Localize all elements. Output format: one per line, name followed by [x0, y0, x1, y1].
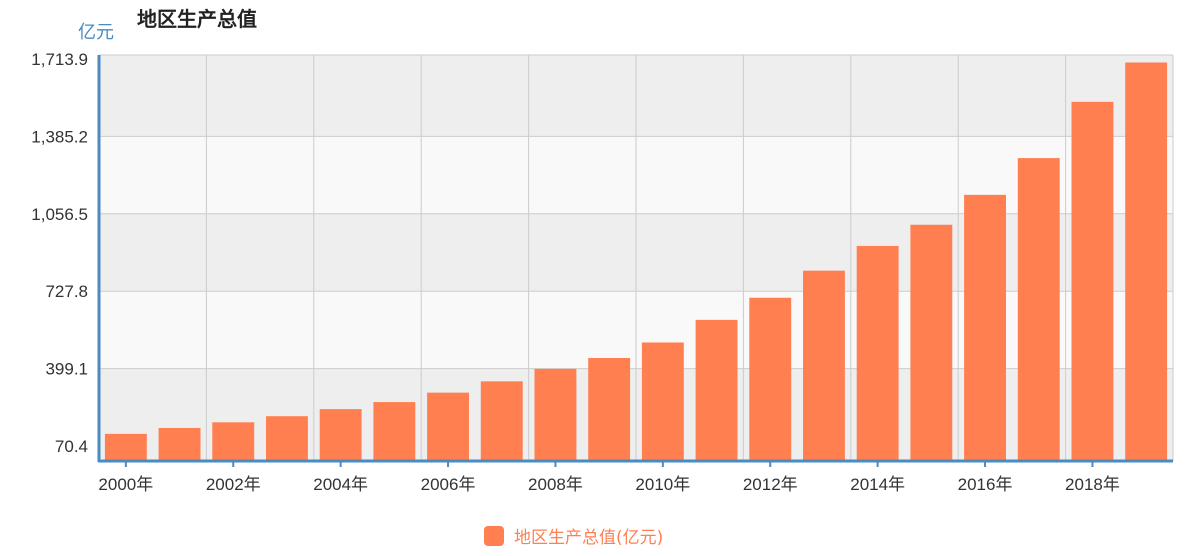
bar-2010[interactable] — [641, 342, 684, 461]
bar-2012[interactable] — [749, 297, 792, 461]
bar-series — [104, 62, 1168, 462]
y-tick-label: 1,056.5 — [31, 205, 88, 224]
legend-swatch[interactable] — [484, 526, 504, 546]
x-tick-label: 2016年 — [958, 475, 1013, 494]
vertical-gridlines — [98, 55, 1174, 461]
bar-2001[interactable] — [158, 427, 201, 461]
x-tick-label: 2008年 — [528, 475, 583, 494]
bar-2007[interactable] — [480, 381, 523, 461]
bar-2002[interactable] — [212, 422, 255, 461]
x-tick-label: 2006年 — [421, 475, 476, 494]
bar-2008[interactable] — [534, 368, 577, 461]
bar-2013[interactable] — [803, 270, 845, 461]
legend[interactable]: 地区生产总值(亿元) — [484, 526, 663, 548]
bar-2016[interactable] — [964, 194, 1006, 461]
bar-2005[interactable] — [373, 402, 416, 461]
bar-2019[interactable] — [1125, 62, 1168, 462]
x-tick-label: 2014年 — [850, 475, 905, 494]
y-tick-label: 70.4 — [55, 437, 88, 456]
y-tick-labels: 70.4 399.1 727.8 1,056.5 1,385.2 1,713.9 — [31, 50, 88, 456]
y-tick-label: 727.8 — [45, 282, 88, 301]
bar-2018[interactable] — [1071, 101, 1114, 461]
bar-2003[interactable] — [266, 416, 308, 461]
bar-2015[interactable] — [910, 224, 953, 461]
bar-2009[interactable] — [588, 358, 631, 461]
x-tick-label: 2012年 — [743, 475, 798, 494]
y-tick-label: 1,385.2 — [31, 127, 88, 146]
bar-2011[interactable] — [695, 319, 738, 461]
y-axis-unit-label: 亿元 — [78, 22, 114, 43]
legend-label[interactable]: 地区生产总值(亿元) — [514, 528, 663, 548]
x-tick-label: 2000年 — [98, 475, 153, 494]
y-tick-label: 1,713.9 — [31, 50, 88, 69]
x-tick-labels: 2000年 2002年 2004年 2006年 2008年 2010年 2012年 2014年… — [98, 461, 1120, 494]
x-tick-label: 2010年 — [635, 475, 690, 494]
x-tick-label: 2002年 — [206, 475, 261, 494]
bar-2017[interactable] — [1017, 158, 1060, 462]
bar-2000[interactable] — [104, 433, 147, 461]
bar-2006[interactable] — [427, 392, 469, 461]
x-tick-label: 2018年 — [1065, 475, 1120, 494]
bar-2004[interactable] — [319, 409, 362, 461]
bar-2014[interactable] — [856, 245, 899, 461]
x-tick-label: 2004年 — [313, 475, 368, 494]
axes — [97, 55, 1173, 463]
chart-title: 地区生产总值 — [137, 7, 257, 31]
y-tick-label: 399.1 — [45, 360, 88, 379]
